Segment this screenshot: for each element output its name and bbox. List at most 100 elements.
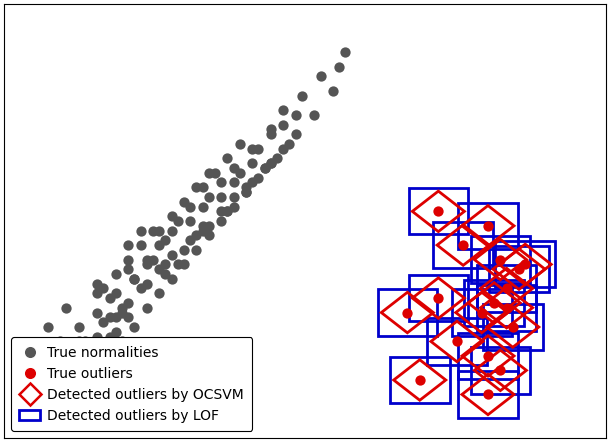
Point xyxy=(334,63,344,70)
Bar xyxy=(409,188,468,235)
Bar xyxy=(489,246,549,292)
Point xyxy=(495,367,505,374)
Point xyxy=(167,275,176,282)
Point xyxy=(217,193,226,200)
Point xyxy=(483,222,493,229)
Point xyxy=(452,338,462,345)
Point xyxy=(49,357,59,364)
Point xyxy=(204,169,213,176)
Point xyxy=(105,294,115,301)
Point xyxy=(235,141,245,148)
Point xyxy=(92,309,102,316)
Point xyxy=(192,246,201,253)
Point xyxy=(185,237,195,244)
Point xyxy=(179,198,189,205)
Point xyxy=(291,111,301,118)
Bar xyxy=(477,285,536,331)
Point xyxy=(501,285,511,292)
Point xyxy=(266,160,276,167)
Point xyxy=(254,145,264,152)
Point xyxy=(278,121,288,128)
Point xyxy=(229,179,239,186)
Point xyxy=(92,352,102,359)
Legend: True normalities, True outliers, Detected outliers by OCSVM, Detected outliers b: True normalities, True outliers, Detecte… xyxy=(11,337,253,431)
Point xyxy=(508,324,518,331)
Point xyxy=(142,256,152,263)
Point xyxy=(229,164,239,171)
Bar xyxy=(477,265,536,312)
Point xyxy=(105,314,115,321)
Point xyxy=(80,338,90,345)
Bar xyxy=(458,333,518,379)
Point xyxy=(458,242,468,249)
Point xyxy=(403,309,412,316)
Point xyxy=(68,367,77,374)
Point xyxy=(129,275,139,282)
Point xyxy=(204,193,213,200)
Point xyxy=(111,328,121,335)
Bar xyxy=(470,347,530,393)
Point xyxy=(501,304,511,311)
Point xyxy=(142,280,152,287)
Point xyxy=(154,290,164,297)
Point xyxy=(92,290,102,297)
Point xyxy=(123,242,133,249)
Point xyxy=(198,227,207,234)
Point xyxy=(160,237,170,244)
Point xyxy=(434,294,443,301)
Point xyxy=(340,49,350,56)
Point xyxy=(92,333,102,340)
Bar xyxy=(458,203,518,249)
Point xyxy=(111,271,121,278)
Point xyxy=(185,203,195,210)
Point xyxy=(123,314,133,321)
Point xyxy=(477,309,487,316)
Point xyxy=(217,208,226,215)
Point xyxy=(217,179,226,186)
Point xyxy=(117,338,127,345)
Point xyxy=(105,362,115,369)
Point xyxy=(483,391,493,398)
Point xyxy=(173,261,183,268)
Point xyxy=(167,213,176,220)
Point xyxy=(179,261,189,268)
Point xyxy=(192,184,201,191)
Point xyxy=(204,222,213,229)
Point xyxy=(142,261,152,268)
Point xyxy=(520,261,530,268)
Point xyxy=(266,131,276,138)
Bar xyxy=(390,357,450,403)
Point xyxy=(266,126,276,133)
Point xyxy=(117,309,127,316)
Point xyxy=(37,352,46,359)
Point xyxy=(241,189,251,196)
Point xyxy=(210,169,220,176)
Point xyxy=(241,189,251,196)
Point xyxy=(223,208,232,215)
Point xyxy=(285,141,295,148)
Point xyxy=(49,386,59,393)
Point xyxy=(315,73,325,80)
Point xyxy=(198,184,207,191)
Point xyxy=(260,164,270,171)
Point xyxy=(62,304,71,311)
Point xyxy=(278,145,288,152)
Point xyxy=(136,242,146,249)
Bar xyxy=(452,290,512,335)
Point xyxy=(154,242,164,249)
Point xyxy=(198,222,207,229)
Point xyxy=(192,232,201,239)
Point xyxy=(309,111,319,118)
Point xyxy=(55,338,65,345)
Point xyxy=(111,290,121,297)
Point xyxy=(86,352,96,359)
Point xyxy=(136,285,146,292)
Point xyxy=(185,217,195,225)
Point xyxy=(123,299,133,306)
Point xyxy=(229,193,239,200)
Bar xyxy=(433,222,493,268)
Bar xyxy=(470,236,530,283)
Point xyxy=(154,266,164,273)
Point xyxy=(272,155,282,162)
Point xyxy=(260,164,270,171)
